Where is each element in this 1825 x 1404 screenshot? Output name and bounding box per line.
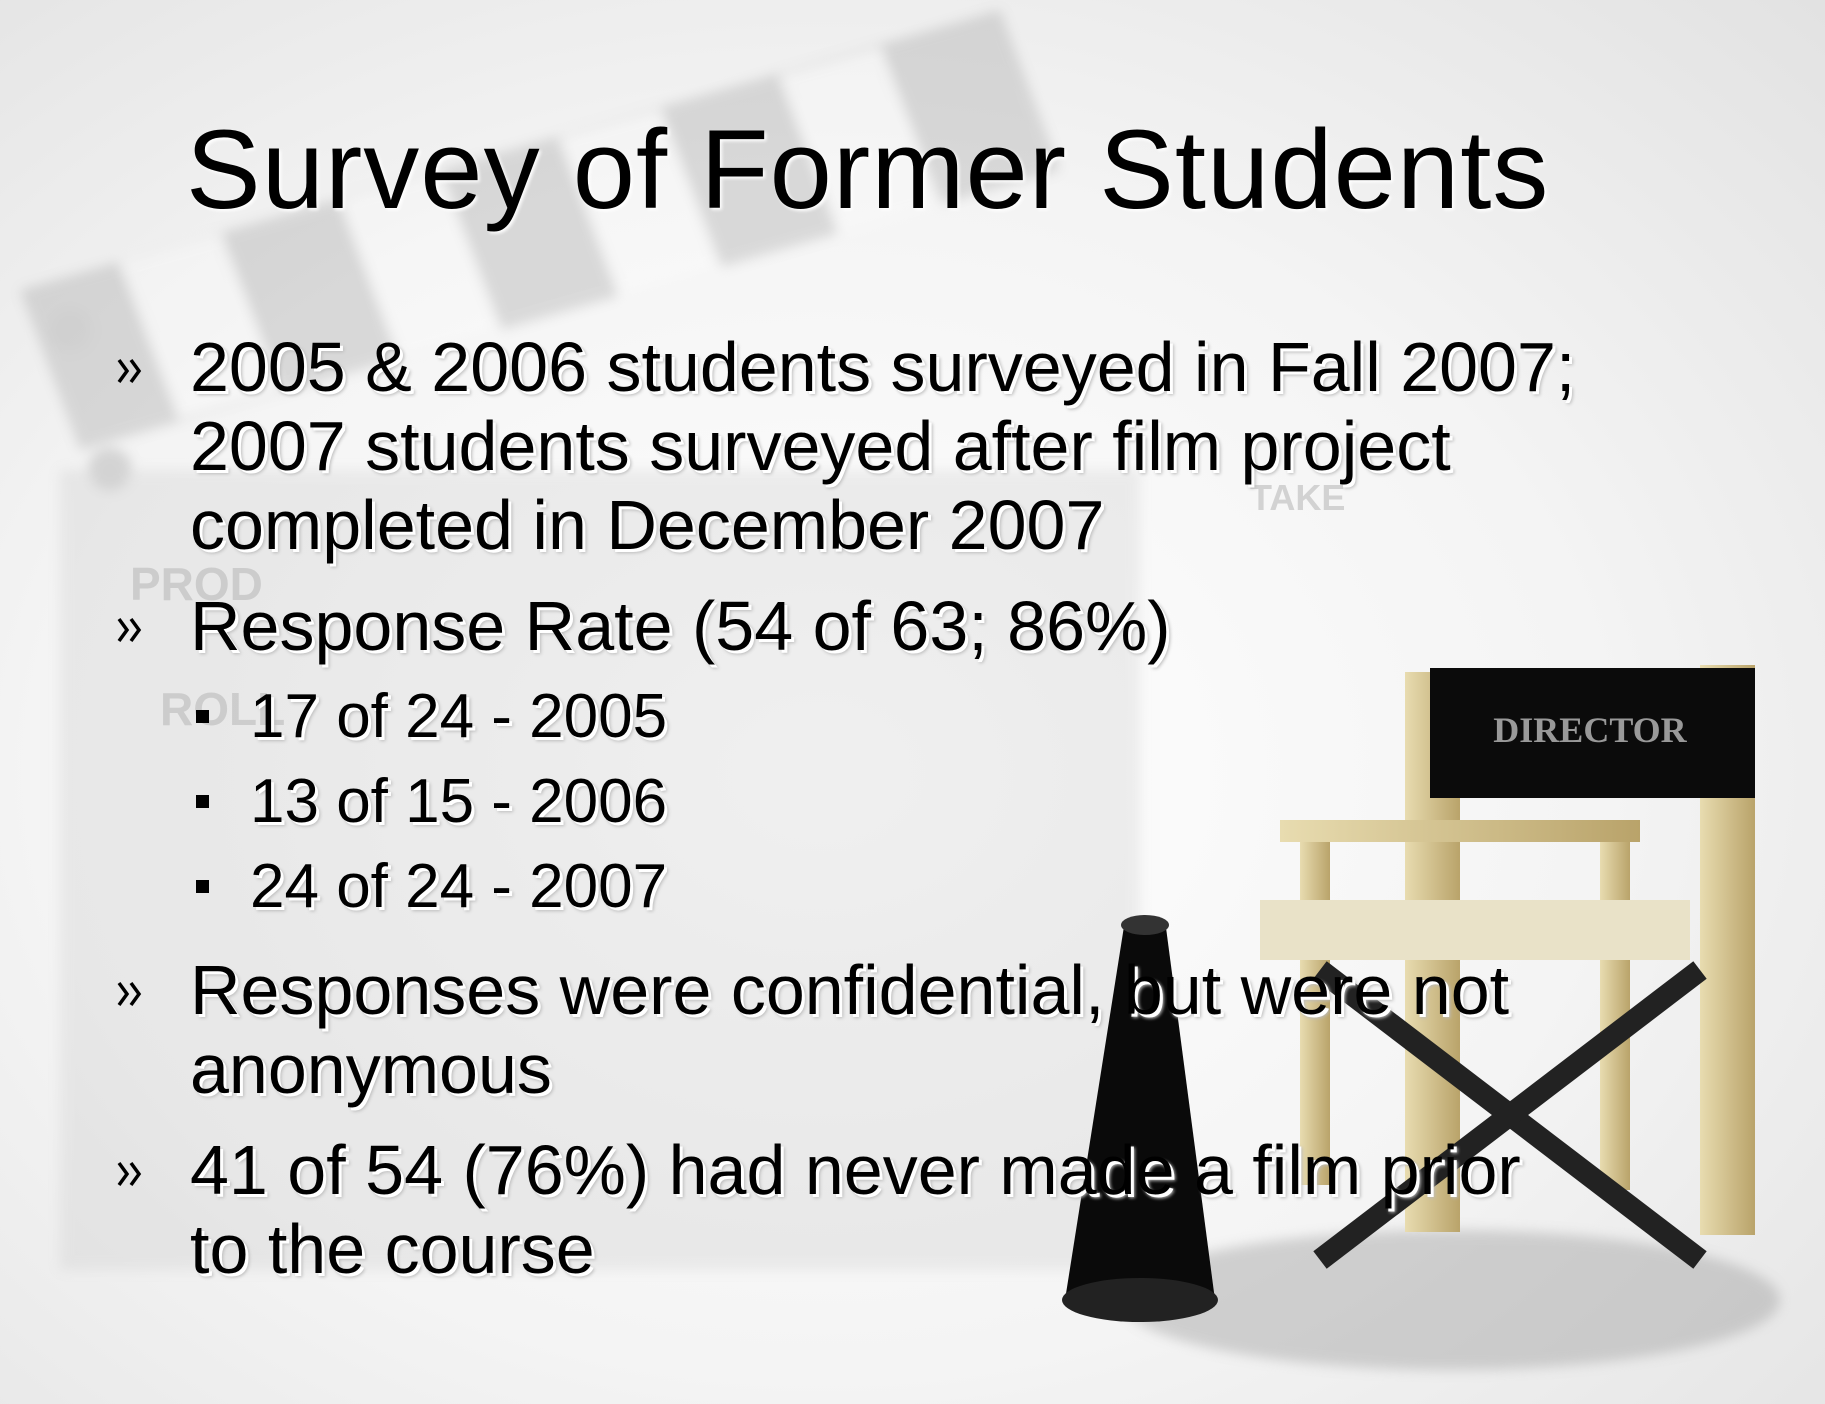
sub-item: 13 of 15 - 2006 — [190, 759, 1590, 844]
bullet-marker — [116, 979, 146, 1009]
sub-list: 17 of 24 - 2005 13 of 15 - 2006 24 of 24 -… — [190, 674, 1590, 929]
bullet-marker — [116, 1159, 146, 1189]
bullet-marker — [116, 356, 146, 386]
sub-marker — [196, 880, 209, 893]
bullet-text: Responses were confidential, but were no… — [190, 951, 1509, 1108]
sub-text: 24 of 24 - 2007 — [250, 852, 667, 921]
sub-text: 17 of 24 - 2005 — [250, 682, 667, 751]
bullet-item: 2005 & 2006 students surveyed in Fall 20… — [116, 328, 1590, 565]
sub-marker — [196, 795, 209, 808]
slide-title: Survey of Former Students — [186, 105, 1549, 234]
sub-marker — [196, 710, 209, 723]
bullet-item: Responses were confidential, but were no… — [116, 951, 1590, 1109]
bullet-item: 41 of 54 (76%) had never made a film pri… — [116, 1131, 1590, 1289]
sub-item: 17 of 24 - 2005 — [190, 674, 1590, 759]
slide: PROD ROLL TAKE DIRECTOR Survey of Former… — [0, 0, 1825, 1404]
bullet-text: 2005 & 2006 students surveyed in Fall 20… — [190, 328, 1575, 564]
bullet-item: Response Rate (54 of 63; 86%) 17 of 24 - … — [116, 587, 1590, 929]
sub-item: 24 of 24 - 2007 — [190, 844, 1590, 929]
bullet-list: 2005 & 2006 students surveyed in Fall 20… — [116, 328, 1616, 1311]
sub-text: 13 of 15 - 2006 — [250, 767, 667, 836]
bullet-marker — [116, 615, 146, 645]
bullet-text: 41 of 54 (76%) had never made a film pri… — [190, 1131, 1521, 1288]
bullet-text: Response Rate (54 of 63; 86%) — [190, 587, 1171, 665]
